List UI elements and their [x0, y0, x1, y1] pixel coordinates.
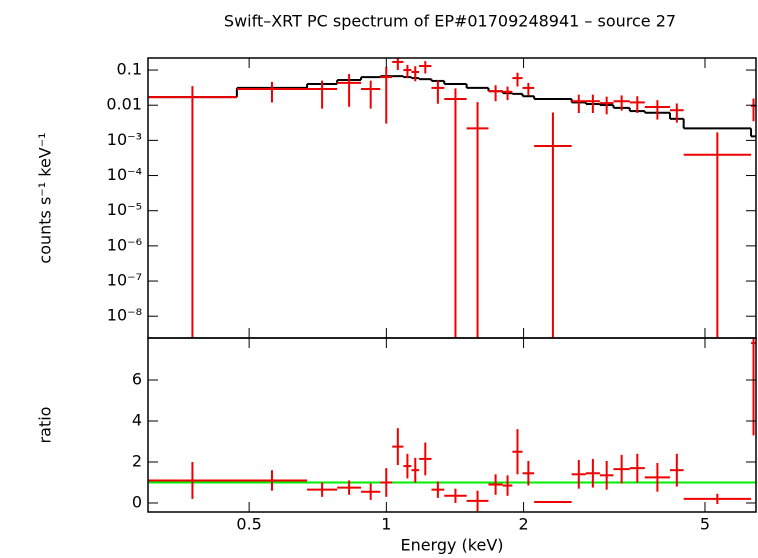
x-tick-label: 1 [381, 515, 391, 534]
x-tick-label: 2 [518, 515, 528, 534]
chart-title: Swift–XRT PC spectrum of EP#01709248941 … [224, 12, 676, 31]
y-tick-label: 6 [132, 370, 142, 389]
y-tick-label: 10⁻⁴ [107, 165, 142, 184]
x-tick-label: 5 [700, 515, 710, 534]
plot-area [148, 58, 756, 338]
y-tick-label: 0.1 [117, 60, 142, 79]
y-tick-label: 10⁻⁷ [107, 271, 142, 290]
y-axis-label: ratio [36, 407, 55, 444]
plot-frame [147, 337, 757, 513]
x-tick-label: 0.5 [236, 515, 261, 534]
y-tick-label: 0 [132, 492, 142, 511]
y-tick-label: 10⁻⁸ [107, 306, 142, 325]
plot-area [148, 338, 756, 512]
y-tick-label: 10⁻⁶ [107, 235, 142, 254]
y-tick-label: 10⁻⁵ [107, 200, 142, 219]
y-tick-label: 10⁻³ [107, 130, 142, 149]
x-axis-label: Energy (keV) [400, 536, 503, 555]
y-tick-label: 0.01 [106, 95, 142, 114]
y-axis-label: counts s⁻¹ keV⁻¹ [36, 132, 55, 263]
y-tick-label: 2 [132, 451, 142, 470]
y-tick-label: 4 [132, 411, 142, 430]
